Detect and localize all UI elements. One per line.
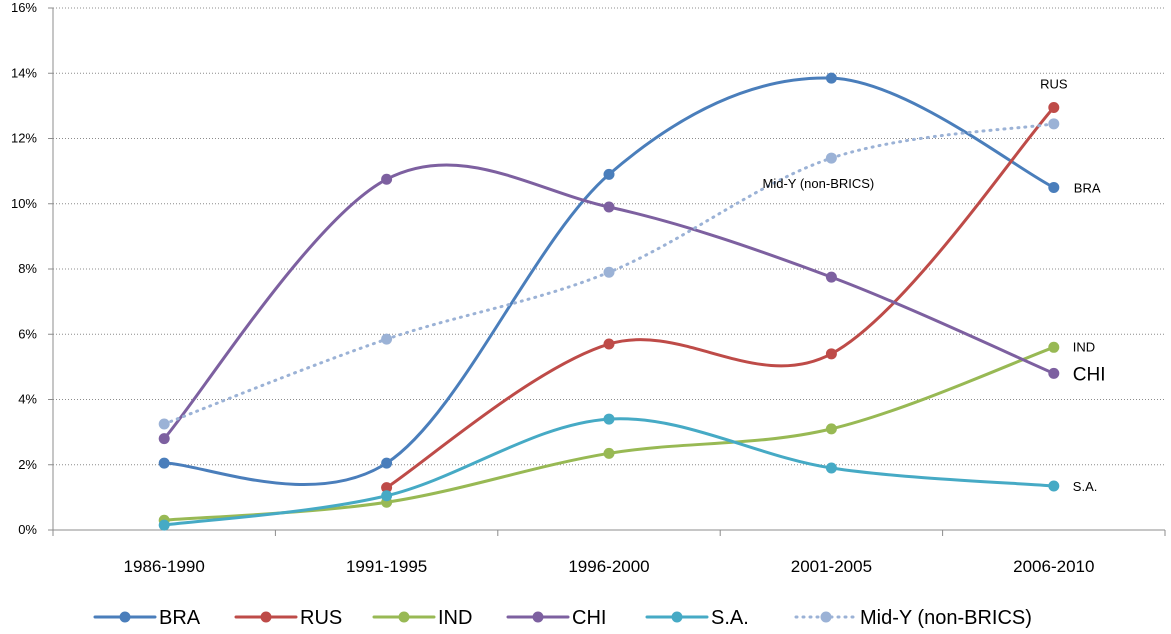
legend-label-chi: CHI <box>572 607 606 629</box>
data-point-chi <box>381 173 393 185</box>
y-tick-label: 10% <box>11 196 37 211</box>
data-point-mid-y-non-brics <box>158 418 170 430</box>
legend: BRA RUS IND CHI S.A. Mid-Y (non-BRICS) <box>93 607 1032 629</box>
legend-marker-bra <box>119 611 131 623</box>
data-point-rus <box>1048 102 1060 114</box>
legend-label-ind: IND <box>438 607 472 629</box>
data-point-s-a <box>158 519 170 531</box>
x-tick-label: 2001-2005 <box>791 557 872 576</box>
series-line-chi <box>162 163 1056 441</box>
annotation-rus: RUS <box>1040 77 1068 92</box>
y-tick-label: 12% <box>11 131 37 146</box>
annotation-chi: CHI <box>1073 364 1106 385</box>
y-tick-labels: 0% 2% 4% 6% 8% 10% 12% 14% 16% <box>11 0 37 537</box>
data-point-bra <box>381 457 393 469</box>
y-tick-label: 14% <box>11 65 37 80</box>
series-points <box>158 72 1060 531</box>
y-tick-label: 2% <box>18 457 37 472</box>
y-tick-label: 6% <box>18 326 37 341</box>
axes <box>48 7 1166 536</box>
data-point-chi <box>603 201 615 213</box>
annotation-ind: IND <box>1073 339 1095 354</box>
x-tick-label: 1986-1990 <box>124 557 205 576</box>
series-annotations: RUS BRA Mid-Y (non-BRICS) IND CHI S.A. <box>763 77 1106 494</box>
data-point-s-a <box>381 490 393 502</box>
x-tick-label: 1991-1995 <box>346 557 427 576</box>
data-point-bra <box>1048 181 1060 193</box>
data-point-ind <box>825 423 837 435</box>
legend-label-bra: BRA <box>159 607 201 629</box>
x-tick-labels: 1986-1990 1991-1995 1996-2000 2001-2005 2006… <box>124 557 1095 576</box>
series-line-bra <box>162 76 1056 486</box>
annotation-bra: BRA <box>1074 180 1101 195</box>
y-tick-label: 4% <box>18 392 37 407</box>
data-point-bra <box>158 457 170 469</box>
data-point-mid-y-non-brics <box>1048 118 1060 130</box>
data-point-bra <box>603 168 615 180</box>
data-point-chi <box>158 433 170 445</box>
legend-marker-ind <box>398 611 410 623</box>
data-point-s-a <box>825 462 837 474</box>
y-tick-label: 16% <box>11 0 37 15</box>
legend-marker-rus <box>260 611 272 623</box>
y-tick-label: 8% <box>18 261 37 276</box>
data-point-ind <box>1048 341 1060 353</box>
series-line-rus <box>385 106 1056 490</box>
data-point-s-a <box>603 413 615 425</box>
series-line-s-a <box>162 417 1056 527</box>
data-point-ind <box>603 447 615 459</box>
legend-label-rus: RUS <box>300 607 342 629</box>
data-point-rus <box>381 482 393 494</box>
y-tick-label: 0% <box>18 522 37 537</box>
data-point-mid-y-non-brics <box>603 266 615 278</box>
data-point-rus <box>603 338 615 350</box>
x-tick-label: 2006-2010 <box>1013 557 1094 576</box>
legend-label-mid-y-non-brics: Mid-Y (non-BRICS) <box>860 607 1032 629</box>
gridlines <box>53 7 1165 466</box>
annotation-mid-y-non-brics: Mid-Y (non-BRICS) <box>763 176 875 191</box>
data-point-mid-y-non-brics <box>381 333 393 345</box>
annotation-s-a: S.A. <box>1073 479 1098 494</box>
data-point-mid-y-non-brics <box>825 152 837 164</box>
legend-marker-mid-y-non-brics <box>820 611 832 623</box>
legend-marker-chi <box>532 611 544 623</box>
data-point-bra <box>825 72 837 84</box>
legend-label-s-a: S.A. <box>711 607 749 629</box>
legend-marker-s-a <box>671 611 683 623</box>
series-line-ind <box>162 345 1056 522</box>
data-point-s-a <box>1048 480 1060 492</box>
x-tick-label: 1996-2000 <box>568 557 649 576</box>
data-point-chi <box>1048 367 1060 379</box>
data-point-chi <box>825 271 837 283</box>
data-point-rus <box>825 348 837 360</box>
